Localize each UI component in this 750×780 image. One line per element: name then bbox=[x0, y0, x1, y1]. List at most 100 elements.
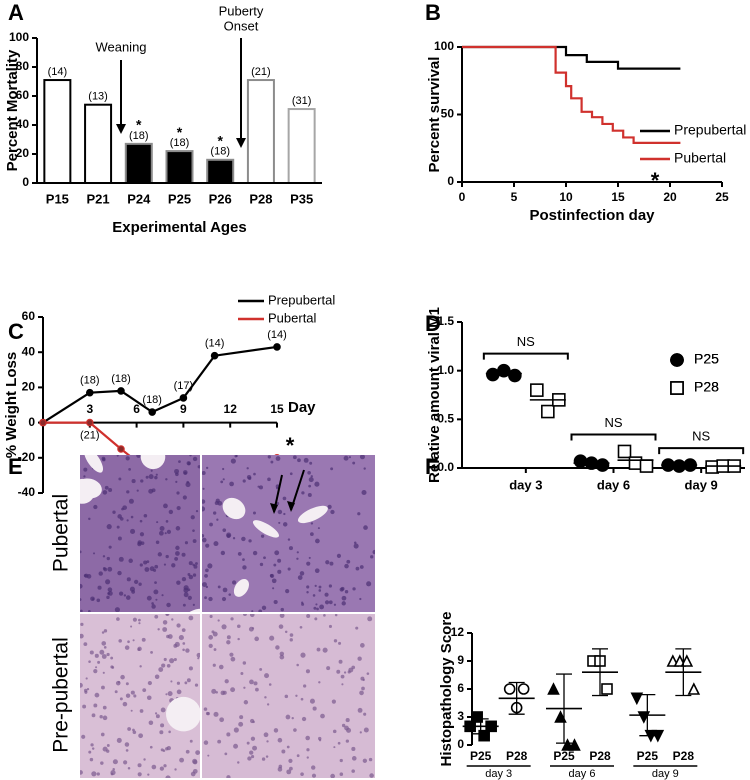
tissue-cell bbox=[155, 540, 160, 545]
tissue-cell bbox=[289, 633, 294, 637]
significance-mark: * bbox=[136, 117, 142, 133]
data-point bbox=[687, 682, 701, 695]
tissue-cell bbox=[154, 475, 158, 480]
tissue-cell bbox=[230, 617, 234, 621]
tissue-cell bbox=[183, 471, 187, 475]
tissue-cell bbox=[363, 727, 369, 733]
tissue-cell bbox=[252, 720, 255, 724]
tissue-cell bbox=[333, 639, 338, 643]
tissue-cell bbox=[138, 618, 141, 622]
tissue-cell bbox=[139, 532, 145, 537]
tissue-cell bbox=[366, 581, 372, 587]
x-tick-label: P21 bbox=[87, 191, 110, 206]
tissue-cell bbox=[126, 490, 130, 494]
x-tick-label: 15 bbox=[611, 190, 625, 204]
tissue-cell bbox=[237, 552, 242, 556]
legend-label: P28 bbox=[694, 379, 719, 395]
airspace bbox=[74, 357, 93, 376]
tissue-cell bbox=[114, 607, 120, 613]
tissue-cell bbox=[277, 767, 283, 772]
tissue-cell bbox=[276, 487, 279, 490]
annotation: * bbox=[651, 168, 660, 193]
tissue-cell bbox=[182, 642, 186, 645]
tissue-cell bbox=[306, 585, 310, 589]
tissue-cell bbox=[140, 541, 145, 545]
tissue-cell bbox=[90, 596, 95, 602]
tissue-cell bbox=[324, 600, 330, 605]
tissue-cell bbox=[97, 660, 101, 664]
tissue-cell bbox=[144, 567, 150, 572]
tissue-cell bbox=[112, 759, 118, 765]
tissue-cell bbox=[338, 641, 342, 645]
tissue-cell bbox=[83, 574, 87, 578]
data-point bbox=[86, 388, 94, 397]
data-point bbox=[639, 459, 654, 473]
tissue-cell bbox=[151, 604, 156, 609]
tissue-cell bbox=[226, 640, 231, 645]
tissue-cell bbox=[230, 687, 236, 693]
tissue-cell bbox=[310, 532, 314, 537]
tissue-cell bbox=[154, 581, 157, 584]
x-tick-label: day 3 bbox=[509, 477, 542, 492]
tissue-cell bbox=[176, 580, 181, 585]
tissue-cell bbox=[267, 455, 271, 459]
tissue-cell bbox=[246, 741, 250, 745]
tissue-cell bbox=[284, 694, 289, 699]
tissue-cell bbox=[372, 549, 375, 555]
airspace bbox=[252, 520, 279, 538]
tissue-cell bbox=[357, 656, 362, 661]
tissue-cell bbox=[260, 534, 265, 538]
tissue-cell bbox=[232, 537, 236, 540]
tissue-cell bbox=[219, 717, 225, 723]
tissue-cell bbox=[167, 691, 173, 697]
tissue-cell bbox=[319, 604, 325, 610]
y-axis-title: Histopathology Score bbox=[438, 611, 455, 766]
series-line bbox=[462, 45, 681, 144]
tissue-cell bbox=[176, 681, 181, 685]
tissue-cell bbox=[265, 755, 269, 758]
tissue-cell bbox=[130, 515, 134, 519]
tissue-cell bbox=[306, 756, 309, 759]
tissue-cell bbox=[336, 669, 341, 674]
tissue-cell bbox=[185, 648, 190, 653]
y-tick-label: 80 bbox=[16, 59, 30, 73]
tissue-cell bbox=[252, 511, 256, 515]
tissue-cell bbox=[154, 614, 159, 619]
tissue-cell bbox=[164, 532, 167, 535]
tissue-cell bbox=[114, 690, 118, 694]
tissue-cell bbox=[206, 711, 210, 716]
tissue-cell bbox=[106, 595, 110, 600]
x-tick-label: 25 bbox=[715, 190, 729, 204]
tissue-cell bbox=[360, 676, 365, 681]
tissue-cell bbox=[205, 466, 209, 470]
tissue-cell bbox=[273, 728, 279, 733]
y-tick-label: 20 bbox=[16, 146, 30, 160]
tissue-cell bbox=[296, 557, 299, 560]
tissue-cell bbox=[93, 669, 98, 674]
tissue-cell bbox=[102, 555, 106, 558]
y-tick-label: 0 bbox=[28, 415, 35, 429]
tissue-cell bbox=[279, 613, 285, 618]
tissue-cell bbox=[194, 562, 198, 565]
tissue-cell bbox=[226, 533, 231, 538]
tissue-cell bbox=[126, 577, 131, 582]
tissue-cell bbox=[83, 475, 86, 478]
x-tick-label: 20 bbox=[663, 190, 677, 204]
x-tick-label: 3 bbox=[86, 402, 93, 416]
tissue-cell bbox=[88, 517, 91, 521]
tissue-cell bbox=[351, 665, 356, 670]
tissue-cell bbox=[221, 624, 227, 630]
tissue-cell bbox=[269, 635, 275, 641]
x-tick-label: day 6 bbox=[569, 768, 596, 780]
tissue-cell bbox=[312, 706, 317, 711]
tissue-cell bbox=[130, 690, 135, 695]
tissue-cell bbox=[166, 529, 172, 534]
tissue-cell bbox=[102, 705, 107, 710]
tissue-cell bbox=[259, 562, 264, 567]
tissue-cell bbox=[306, 748, 310, 752]
tissue-cell bbox=[222, 467, 225, 471]
arrow-head bbox=[236, 138, 246, 148]
tissue-cell bbox=[148, 474, 154, 480]
tissue-cell bbox=[333, 746, 336, 749]
tissue-cell bbox=[161, 663, 166, 668]
